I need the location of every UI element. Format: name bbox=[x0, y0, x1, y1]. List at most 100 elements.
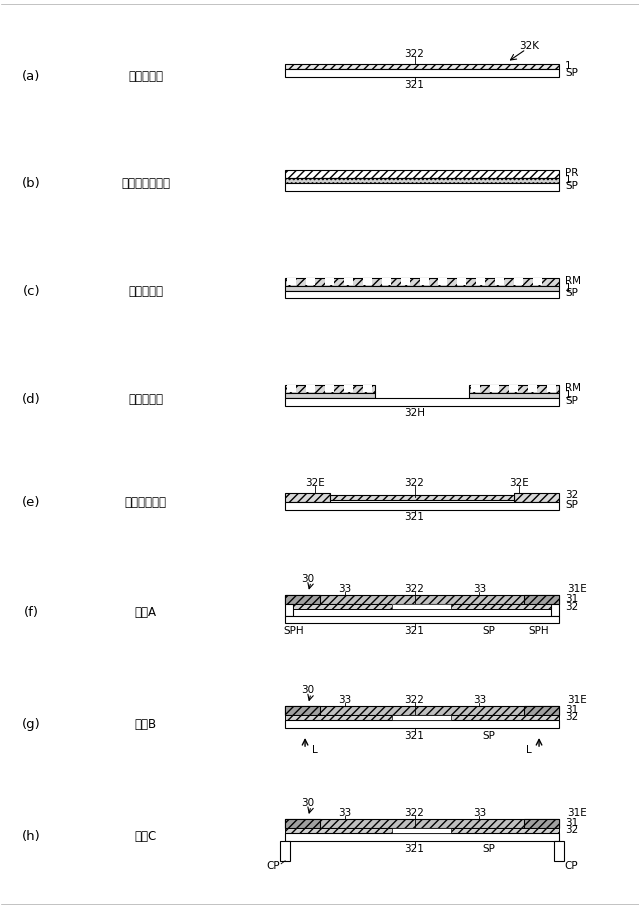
Text: 31: 31 bbox=[565, 706, 578, 716]
Bar bbox=[392, 604, 451, 608]
Bar bbox=[293, 604, 551, 608]
Text: (f): (f) bbox=[24, 606, 39, 619]
Bar bbox=[280, 841, 290, 861]
Text: RM: RM bbox=[565, 383, 581, 393]
Text: 321: 321 bbox=[404, 80, 424, 90]
Text: SP: SP bbox=[565, 499, 578, 510]
Text: PR: PR bbox=[565, 168, 579, 178]
Bar bbox=[392, 828, 451, 833]
Bar bbox=[476, 278, 485, 284]
Text: 32: 32 bbox=[565, 824, 578, 834]
Bar bbox=[495, 278, 504, 284]
Bar bbox=[392, 716, 451, 720]
Bar bbox=[285, 720, 559, 728]
Text: 32H: 32H bbox=[404, 408, 425, 418]
Text: 32K: 32K bbox=[519, 41, 539, 51]
Text: SPH: SPH bbox=[283, 627, 304, 637]
Bar bbox=[285, 493, 330, 502]
Text: 321: 321 bbox=[404, 844, 424, 854]
Bar bbox=[514, 278, 523, 284]
Text: 33: 33 bbox=[473, 808, 486, 818]
Text: 321: 321 bbox=[404, 731, 424, 741]
Bar bbox=[469, 393, 559, 399]
Text: (g): (g) bbox=[22, 717, 40, 731]
Bar bbox=[420, 278, 429, 284]
Text: 1: 1 bbox=[565, 282, 572, 292]
Bar bbox=[392, 604, 451, 608]
Text: (d): (d) bbox=[22, 392, 40, 406]
Bar bbox=[285, 285, 559, 291]
Text: SP: SP bbox=[565, 181, 578, 191]
Bar bbox=[287, 385, 296, 392]
Text: 33: 33 bbox=[339, 808, 351, 818]
Text: 31E: 31E bbox=[567, 584, 587, 594]
Text: SP: SP bbox=[565, 68, 578, 78]
Text: L: L bbox=[312, 745, 318, 755]
Text: シート準備: シート準備 bbox=[128, 70, 163, 83]
Text: 322: 322 bbox=[404, 478, 424, 488]
Text: CP: CP bbox=[564, 861, 577, 871]
Text: 32: 32 bbox=[565, 490, 578, 500]
Bar bbox=[285, 595, 559, 604]
Bar bbox=[285, 278, 559, 285]
Text: 32E: 32E bbox=[509, 478, 529, 488]
Bar bbox=[285, 706, 559, 716]
Text: 31E: 31E bbox=[567, 696, 587, 706]
Text: 31E: 31E bbox=[567, 808, 587, 818]
Text: CP: CP bbox=[266, 861, 280, 871]
Bar bbox=[325, 278, 334, 284]
Text: 31: 31 bbox=[565, 818, 578, 828]
Text: 321: 321 bbox=[404, 512, 424, 522]
Text: 接合A: 接合A bbox=[135, 606, 157, 619]
Text: 30: 30 bbox=[301, 798, 315, 808]
Text: 1: 1 bbox=[565, 390, 572, 400]
Bar bbox=[551, 604, 559, 616]
Bar bbox=[471, 385, 480, 392]
Bar bbox=[533, 278, 542, 284]
Bar bbox=[524, 595, 559, 604]
Bar bbox=[285, 828, 559, 833]
Bar bbox=[524, 706, 559, 716]
Text: レジスト除去: レジスト除去 bbox=[125, 497, 167, 509]
Bar bbox=[458, 278, 467, 284]
Bar bbox=[285, 69, 559, 77]
Bar bbox=[285, 616, 559, 624]
Text: RM: RM bbox=[565, 275, 581, 285]
Bar bbox=[554, 841, 564, 861]
Text: SPH: SPH bbox=[529, 627, 549, 637]
Bar bbox=[285, 502, 559, 509]
Bar bbox=[401, 278, 410, 284]
Bar bbox=[524, 819, 559, 828]
Bar bbox=[344, 385, 353, 392]
Text: 322: 322 bbox=[404, 696, 424, 706]
Text: 32: 32 bbox=[565, 601, 578, 611]
Text: 接合B: 接合B bbox=[134, 717, 157, 731]
Bar bbox=[285, 819, 559, 828]
Text: SP: SP bbox=[483, 844, 496, 854]
Text: SP: SP bbox=[483, 731, 496, 741]
Text: 33: 33 bbox=[339, 584, 351, 594]
Text: (a): (a) bbox=[22, 70, 40, 83]
Bar bbox=[490, 385, 499, 392]
Text: 322: 322 bbox=[404, 584, 424, 594]
Text: SP: SP bbox=[565, 396, 578, 406]
Text: (c): (c) bbox=[22, 285, 40, 298]
Text: 321: 321 bbox=[404, 627, 424, 637]
Bar bbox=[285, 595, 320, 604]
Text: エッチング: エッチング bbox=[128, 392, 163, 406]
Text: (e): (e) bbox=[22, 497, 40, 509]
Bar bbox=[528, 385, 537, 392]
Bar bbox=[285, 183, 559, 191]
Text: レジスト層形成: レジスト層形成 bbox=[121, 177, 170, 191]
Bar bbox=[363, 278, 372, 284]
Text: 32: 32 bbox=[565, 712, 578, 722]
Bar bbox=[285, 393, 375, 399]
Text: 32E: 32E bbox=[305, 478, 325, 488]
Bar bbox=[285, 291, 559, 299]
Bar bbox=[306, 385, 315, 392]
Bar bbox=[285, 706, 320, 716]
Text: (b): (b) bbox=[22, 177, 40, 191]
Text: 30: 30 bbox=[301, 574, 315, 584]
Bar bbox=[344, 278, 353, 284]
Bar bbox=[509, 385, 518, 392]
